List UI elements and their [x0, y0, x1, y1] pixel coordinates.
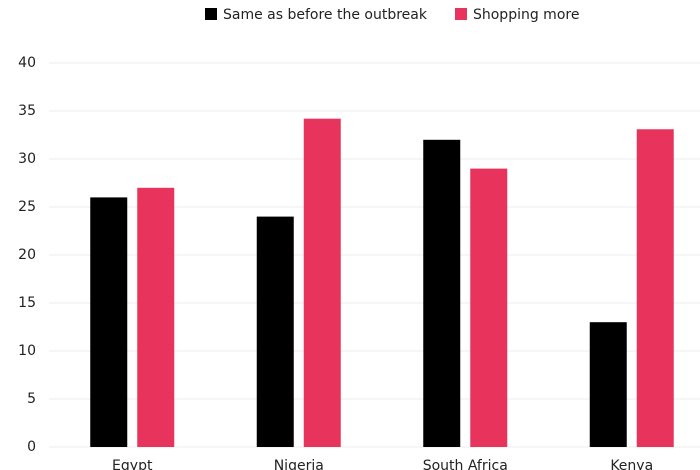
- x-tick-label: Egypt: [112, 458, 153, 470]
- legend-swatch: [205, 8, 217, 20]
- y-tick-label: 0: [27, 439, 36, 455]
- y-tick-label: 10: [18, 343, 36, 359]
- bar: [256, 216, 294, 447]
- y-tick-label: 15: [18, 295, 36, 311]
- y-tick-label: 40: [18, 55, 36, 71]
- x-tick-label: Nigeria: [274, 458, 324, 470]
- legend-label: Same as before the outbreak: [223, 7, 428, 23]
- bar: [137, 187, 175, 448]
- y-tick-label: 30: [18, 151, 36, 167]
- x-tick-label: Kenya: [610, 458, 653, 470]
- bar: [636, 129, 674, 448]
- bar: [90, 197, 128, 447]
- legend-label: Shopping more: [473, 7, 579, 23]
- x-tick-label: South Africa: [423, 458, 508, 470]
- bar: [303, 118, 341, 448]
- y-tick-label: 20: [18, 247, 36, 263]
- y-tick-label: 35: [18, 103, 36, 119]
- bar: [423, 139, 461, 448]
- y-tick-label: 5: [27, 391, 36, 407]
- legend-swatch: [454, 8, 467, 20]
- y-tick-label: 25: [18, 199, 36, 215]
- bar: [470, 168, 508, 447]
- bar: [589, 322, 627, 447]
